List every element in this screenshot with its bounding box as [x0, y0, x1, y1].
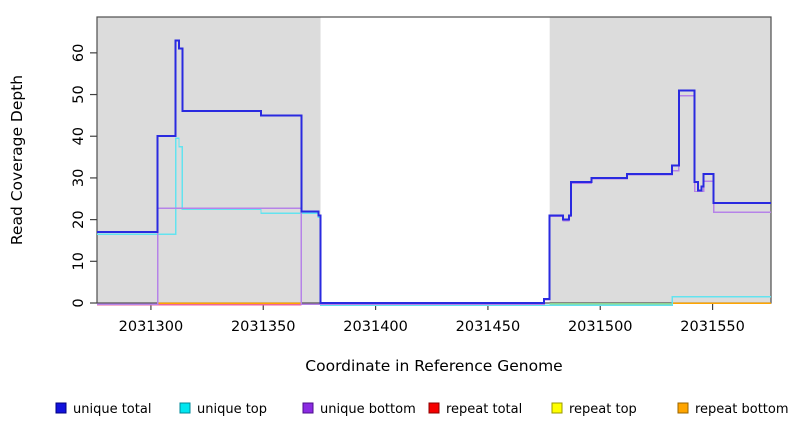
legend-item-unique-bottom: unique bottom	[302, 402, 416, 417]
legend-item-label: unique top	[197, 402, 267, 417]
legend-item-unique-top: unique top	[179, 402, 267, 417]
y-axis-title: Read Coverage Depth	[8, 75, 26, 245]
y-tick-label: 10	[71, 252, 87, 270]
x-tick-label: 2031400	[343, 319, 408, 335]
x-tick-label: 2031450	[456, 319, 521, 335]
legend-swatch	[677, 402, 689, 414]
legend-swatch	[551, 402, 563, 414]
legend-swatch	[179, 402, 191, 414]
legend-item-repeat-total: repeat total	[428, 402, 522, 417]
data-series	[97, 39, 771, 306]
x-tick-label: 2031500	[568, 319, 633, 335]
series-unique-top	[97, 137, 771, 306]
legend-item-label: repeat bottom	[695, 402, 789, 417]
legend: unique total unique top unique bottom repea…	[55, 402, 789, 417]
shaded-region	[97, 17, 321, 303]
x-tick-label: 2031300	[119, 319, 184, 335]
legend-swatch	[55, 402, 67, 414]
y-tick-label: 60	[71, 44, 87, 62]
legend-item-label: repeat top	[569, 402, 637, 417]
legend-item-unique-total: unique total	[55, 402, 151, 417]
y-tick-label: 0	[71, 298, 87, 307]
shaded-region	[549, 17, 771, 303]
shaded-regions	[97, 17, 771, 303]
y-tick-label: 40	[71, 127, 87, 145]
legend-swatch	[428, 402, 440, 414]
legend-swatch	[302, 402, 314, 414]
legend-item-repeat-top: repeat top	[551, 402, 637, 417]
series-unique-bottom	[97, 94, 771, 305]
legend-item-label: unique bottom	[320, 402, 416, 417]
x-tick-label: 2031350	[231, 319, 296, 335]
series-unique-total	[97, 39, 771, 304]
legend-item-label: unique total	[73, 402, 151, 417]
legend-item-repeat-bottom: repeat bottom	[677, 402, 789, 417]
y-tick-label: 30	[71, 169, 87, 187]
x-tick-label: 2031550	[680, 319, 745, 335]
y-tick-label: 20	[71, 210, 87, 228]
legend-item-label: repeat total	[446, 402, 522, 417]
y-tick-label: 50	[71, 85, 87, 103]
axis-tick-labels: 2031300 2031350 2031400 2031450 2031500 20315…	[71, 44, 745, 335]
x-axis-title: Coordinate in Reference Genome	[305, 357, 562, 375]
